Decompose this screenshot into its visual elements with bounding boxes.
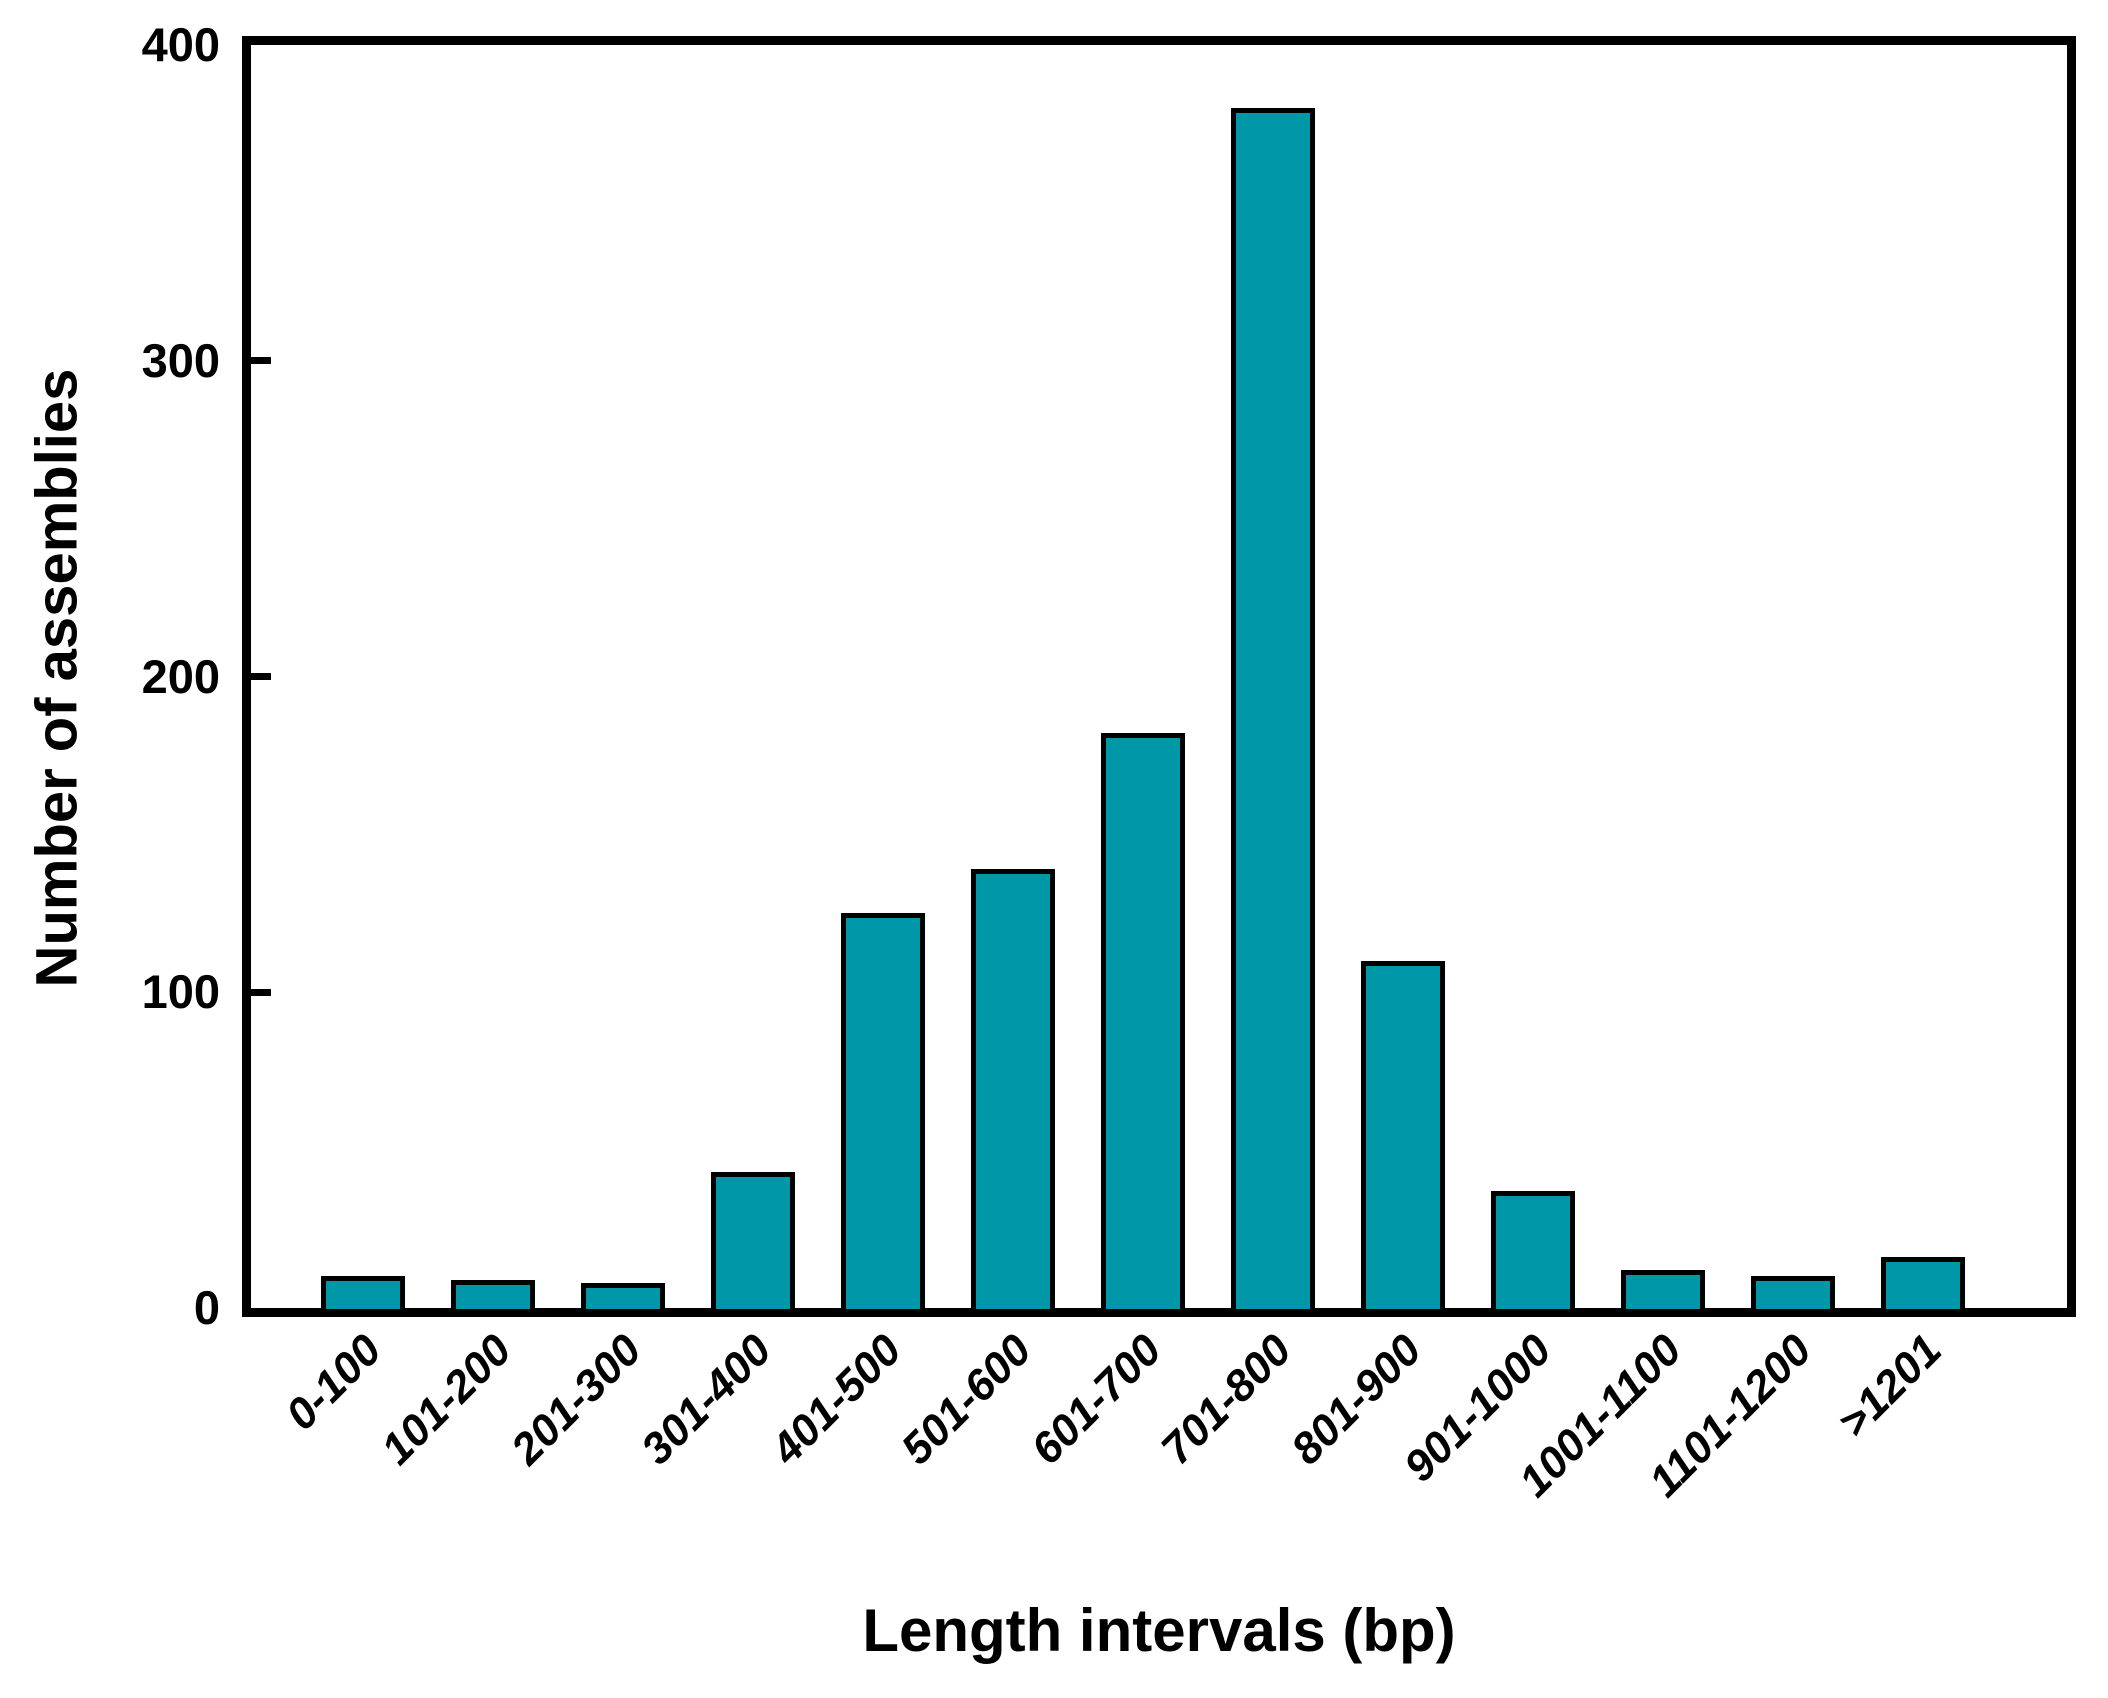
x-tick-label-101-200: 101-200 [372,1325,521,1475]
y-tick-mark-200 [251,673,271,680]
bar-501-600 [971,869,1055,1314]
bar-0-100 [321,1276,405,1314]
bar-301-400 [711,1172,795,1314]
y-tick-mark-100 [251,988,271,996]
bar-901-1000 [1491,1191,1575,1314]
bar-401-500 [841,913,925,1314]
bar-1001-1100 [1621,1270,1705,1314]
y-tick-label-300: 300 [141,333,220,387]
y-tick-label-100: 100 [141,965,220,1019]
x-tick-label-501-600: 501-600 [892,1325,1041,1475]
bar-201-300 [581,1283,665,1314]
x-tick-label-201-300: 201-300 [502,1325,651,1475]
y-tick-mark-300 [251,357,271,365]
bar-1101-1200 [1751,1276,1835,1314]
bar-801-900 [1361,961,1445,1314]
x-tick-label->1201: >1201 [1828,1325,1951,1448]
plot-area [251,45,2067,1314]
y-tick-label-200: 200 [141,649,220,703]
bar-101-200 [451,1280,535,1314]
bar->1201 [1881,1257,1965,1314]
y-tick-label-400: 400 [141,18,220,71]
x-axis-title: Length intervals (bp) [862,1597,1456,1664]
x-tick-label-301-400: 301-400 [632,1325,781,1475]
x-tick-label-0-100: 0-100 [276,1325,391,1440]
y-tick-label-0: 0 [193,1281,220,1334]
bar-701-800 [1231,108,1315,1314]
bar-601-700 [1101,733,1185,1314]
x-tick-label-701-800: 701-800 [1152,1325,1301,1475]
x-tick-label-601-700: 601-700 [1022,1325,1171,1475]
x-tick-label-401-500: 401-500 [762,1325,911,1475]
